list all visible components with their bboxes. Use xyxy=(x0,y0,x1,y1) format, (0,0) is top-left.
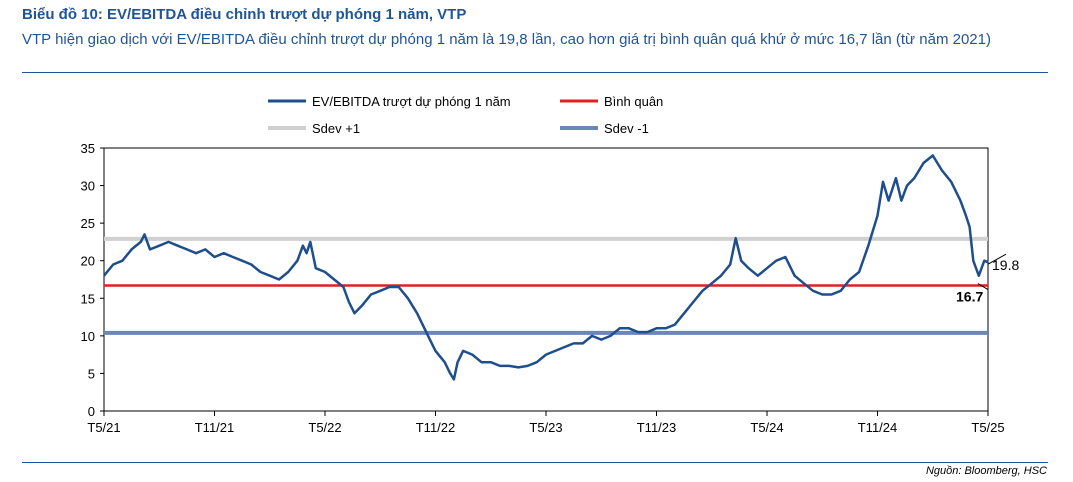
y-tick-label: 35 xyxy=(81,141,95,156)
chart-subtitle: VTP hiện giao dịch với EV/EBITDA điều ch… xyxy=(22,31,991,48)
x-tick-label: T11/24 xyxy=(858,420,898,435)
x-tick-label: T11/21 xyxy=(195,420,235,435)
ev-ebitda-series-line xyxy=(103,154,989,381)
reference-lines xyxy=(104,236,988,335)
x-tick-label: T5/22 xyxy=(308,420,341,435)
x-tick-label: T5/23 xyxy=(529,420,562,435)
y-tick-label: 0 xyxy=(88,404,95,419)
x-tick-label: T11/22 xyxy=(416,420,456,435)
annotations: 19.8 16.7 xyxy=(956,253,1019,305)
y-tick-label: 10 xyxy=(81,329,95,344)
source-note: Nguồn: Bloomberg, HSC xyxy=(925,465,1047,477)
legend-label-sdev-plus: Sdev +1 xyxy=(312,121,360,136)
legend-label-sdev-minus: Sdev -1 xyxy=(604,121,649,136)
mean-value-leader xyxy=(977,283,989,290)
top-divider xyxy=(22,72,1048,73)
x-tick-label: T5/25 xyxy=(971,420,1004,435)
y-tick-label: 5 xyxy=(88,366,95,381)
chart-title: Biểu đồ 10: EV/EBITDA điều chỉnh trượt d… xyxy=(22,6,467,23)
mean-value-label: 16.7 xyxy=(956,289,983,305)
x-tick-label: T5/24 xyxy=(750,420,783,435)
bottom-divider xyxy=(22,462,1048,463)
y-tick-label: 25 xyxy=(81,216,95,231)
legend-label-ev-ebitda: EV/EBITDA trượt dự phóng 1 năm xyxy=(312,94,511,109)
y-tick-label: 15 xyxy=(81,291,95,306)
axes: 0 5 10 15 20 25 30 35 T5/21 T11/21 T5/22 T11/22 T5/2… xyxy=(81,141,1005,435)
current-value-leader xyxy=(987,253,1007,265)
series-lines xyxy=(103,154,989,381)
legend: EV/EBITDA trượt dự phóng 1 năm Bình quân… xyxy=(268,94,663,136)
x-tick-label: T11/23 xyxy=(637,420,677,435)
y-tick-label: 30 xyxy=(81,179,95,194)
plot-frame xyxy=(103,147,989,412)
y-tick-label: 20 xyxy=(81,254,95,269)
current-value-label: 19.8 xyxy=(992,257,1019,273)
x-tick-label: T5/21 xyxy=(87,420,120,435)
legend-label-mean: Bình quân xyxy=(604,94,663,109)
